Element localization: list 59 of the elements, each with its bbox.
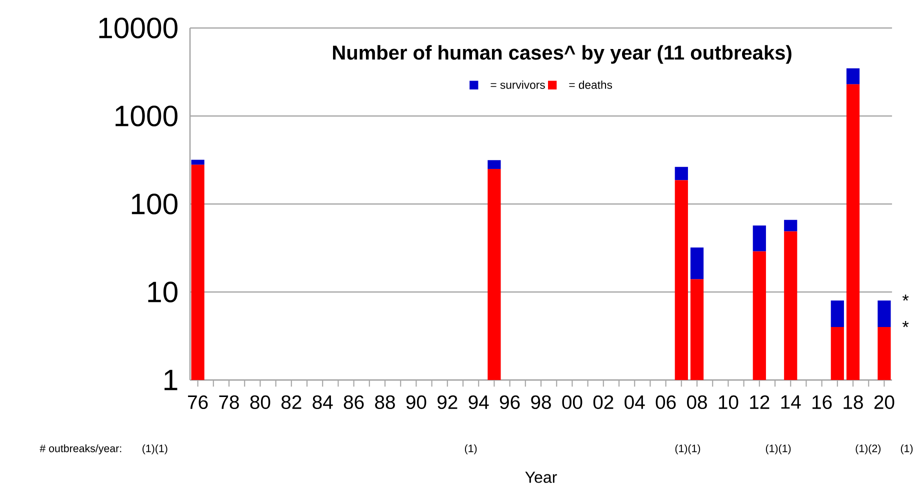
x-tick-label: 80 [250, 395, 270, 410]
bar [752, 225, 766, 252]
bar [191, 164, 204, 380]
x-tick-label: 10 [718, 395, 738, 410]
x-tick-label: 98 [531, 395, 551, 410]
legend-label: = deaths [569, 80, 612, 89]
bar [878, 300, 891, 328]
x-tick-label: 96 [500, 395, 520, 410]
text: Number of human cases^ by year (11 outbreaks) [333, 45, 792, 64]
bar [830, 327, 844, 380]
x-tick-label: 92 [438, 395, 458, 410]
text: # outbreaks/year: [40, 444, 122, 454]
bar [488, 168, 501, 380]
bar [690, 279, 704, 380]
x-tick-label: 00 [562, 395, 582, 410]
legend-label: = survivors [490, 80, 545, 89]
x-tick-label: 76 [188, 395, 208, 410]
x-tick-label: 94 [468, 395, 489, 410]
y-tick-label: 100 [132, 194, 178, 214]
x-tick-label: 88 [375, 395, 395, 410]
text: (1)(1) [675, 444, 700, 454]
bar [674, 180, 688, 380]
bar [690, 248, 704, 280]
x-tick-label: 14 [781, 395, 801, 409]
text: (1)(1) [766, 444, 791, 454]
x-tick-label: 04 [624, 395, 645, 410]
y-tick-label: 10 [148, 282, 178, 302]
x-tick-label: 12 [750, 395, 770, 409]
x-tick-label: 02 [593, 395, 614, 410]
bar [191, 160, 204, 165]
x-tick-label: 06 [656, 395, 676, 410]
y-tick-label: 10000 [99, 18, 178, 38]
text: (1)(1) [142, 444, 168, 454]
x-tick-label: 90 [406, 395, 426, 410]
bar [674, 166, 688, 180]
bar [488, 160, 501, 169]
bar [846, 84, 860, 380]
x-tick-label: 20 [874, 395, 894, 410]
y-tick-label: 1 [164, 370, 178, 390]
text: (1) [464, 444, 477, 454]
y-tick-label: 1000 [116, 106, 178, 126]
annotation: * [902, 294, 909, 301]
bar [878, 327, 891, 380]
bar [784, 231, 798, 380]
x-tick-label: 86 [344, 395, 364, 410]
bar [784, 220, 798, 232]
x-axis-title: Year [525, 472, 557, 483]
text: (1)(2) [856, 444, 881, 454]
x-tick-label: 84 [312, 395, 333, 410]
bar [830, 300, 844, 328]
text: (1) [900, 444, 913, 454]
x-tick-label: 18 [844, 395, 863, 410]
x-tick-label: 16 [812, 395, 832, 410]
annotation: * [902, 321, 909, 328]
bar [846, 68, 860, 84]
bar [752, 251, 766, 380]
x-tick-label: 78 [219, 395, 239, 410]
x-tick-label: 82 [281, 395, 302, 410]
x-tick-label: 08 [687, 395, 707, 410]
